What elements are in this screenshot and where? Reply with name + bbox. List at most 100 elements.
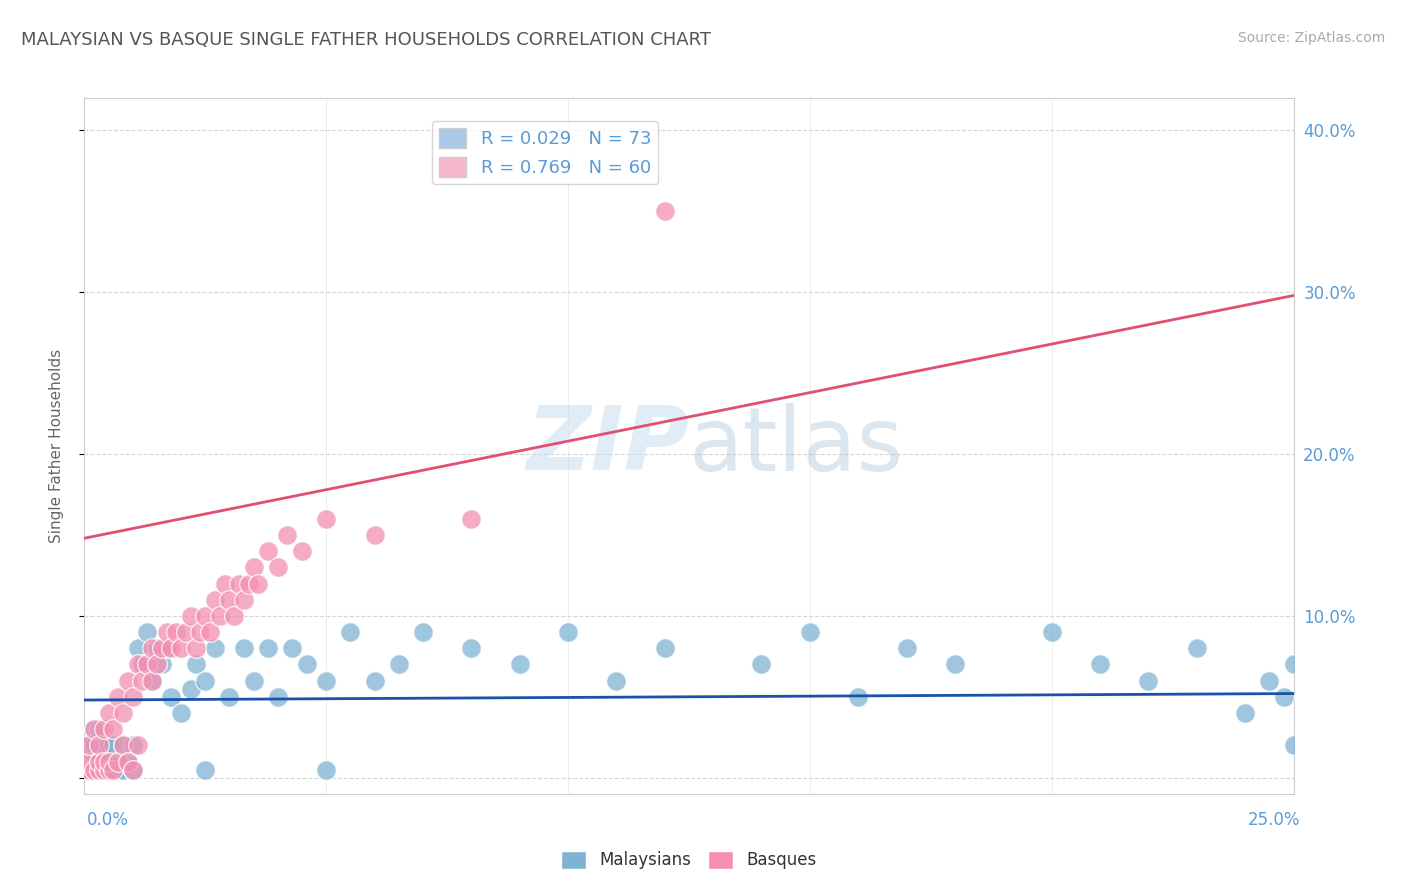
Point: [121, 690, 143, 704]
Point: [131, 673, 153, 688]
Point: [160, 690, 183, 704]
Text: 25.0%: 25.0%: [1249, 811, 1301, 829]
Point: [97, 755, 120, 769]
Point: [204, 592, 226, 607]
Point: [194, 763, 217, 777]
Text: ZIP: ZIP: [526, 402, 689, 490]
Point: [180, 681, 202, 696]
Point: [1234, 706, 1257, 720]
Point: [117, 755, 139, 769]
Point: [146, 641, 169, 656]
Point: [83, 739, 105, 753]
Point: [654, 641, 676, 656]
Point: [233, 641, 256, 656]
Point: [654, 204, 676, 219]
Point: [267, 560, 290, 574]
Point: [751, 657, 773, 672]
Point: [127, 641, 149, 656]
Point: [388, 657, 411, 672]
Point: [170, 706, 193, 720]
Point: [112, 706, 135, 720]
Point: [97, 739, 120, 753]
Point: [174, 625, 197, 640]
Point: [87, 722, 110, 736]
Point: [1272, 690, 1295, 704]
Point: [198, 625, 221, 640]
Point: [1088, 657, 1111, 672]
Point: [315, 512, 337, 526]
Point: [112, 739, 135, 753]
Point: [131, 657, 153, 672]
Y-axis label: Single Father Households: Single Father Households: [49, 349, 63, 543]
Point: [218, 592, 240, 607]
Point: [896, 641, 918, 656]
Point: [160, 641, 183, 656]
Point: [276, 528, 298, 542]
Point: [112, 739, 135, 753]
Point: [107, 763, 129, 777]
Point: [150, 657, 173, 672]
Point: [141, 673, 163, 688]
Point: [146, 657, 169, 672]
Point: [107, 755, 129, 769]
Point: [242, 673, 264, 688]
Point: [117, 673, 139, 688]
Point: [121, 739, 143, 753]
Point: [315, 763, 337, 777]
Point: [1185, 641, 1208, 656]
Point: [150, 641, 173, 656]
Point: [218, 690, 240, 704]
Point: [136, 625, 159, 640]
Point: [112, 763, 135, 777]
Point: [77, 755, 100, 769]
Point: [127, 739, 149, 753]
Point: [77, 739, 100, 753]
Point: [281, 641, 304, 656]
Point: [460, 641, 482, 656]
Point: [242, 560, 264, 574]
Point: [97, 755, 120, 769]
Point: [1137, 673, 1160, 688]
Point: [214, 576, 236, 591]
Point: [339, 625, 361, 640]
Point: [87, 763, 110, 777]
Point: [184, 641, 207, 656]
Point: [846, 690, 869, 704]
Point: [208, 608, 231, 623]
Point: [1282, 657, 1305, 672]
Point: [412, 625, 434, 640]
Point: [127, 657, 149, 672]
Point: [238, 576, 260, 591]
Point: [117, 755, 139, 769]
Point: [1282, 739, 1305, 753]
Point: [799, 625, 821, 640]
Point: [103, 722, 125, 736]
Point: [83, 722, 105, 736]
Point: [93, 763, 115, 777]
Point: [107, 755, 129, 769]
Point: [224, 608, 246, 623]
Point: [257, 641, 280, 656]
Point: [103, 739, 125, 753]
Point: [87, 755, 110, 769]
Point: [121, 763, 143, 777]
Point: [170, 641, 193, 656]
Point: [155, 641, 177, 656]
Point: [77, 739, 100, 753]
Point: [165, 625, 187, 640]
Point: [83, 763, 105, 777]
Point: [194, 608, 217, 623]
Point: [155, 625, 177, 640]
Point: [194, 673, 217, 688]
Text: Source: ZipAtlas.com: Source: ZipAtlas.com: [1237, 31, 1385, 45]
Point: [83, 755, 105, 769]
Point: [184, 657, 207, 672]
Legend: R = 0.029   N = 73, R = 0.769   N = 60: R = 0.029 N = 73, R = 0.769 N = 60: [432, 121, 658, 185]
Point: [247, 576, 270, 591]
Point: [228, 576, 250, 591]
Point: [83, 722, 105, 736]
Point: [204, 641, 226, 656]
Point: [1258, 673, 1281, 688]
Point: [315, 673, 337, 688]
Point: [363, 673, 385, 688]
